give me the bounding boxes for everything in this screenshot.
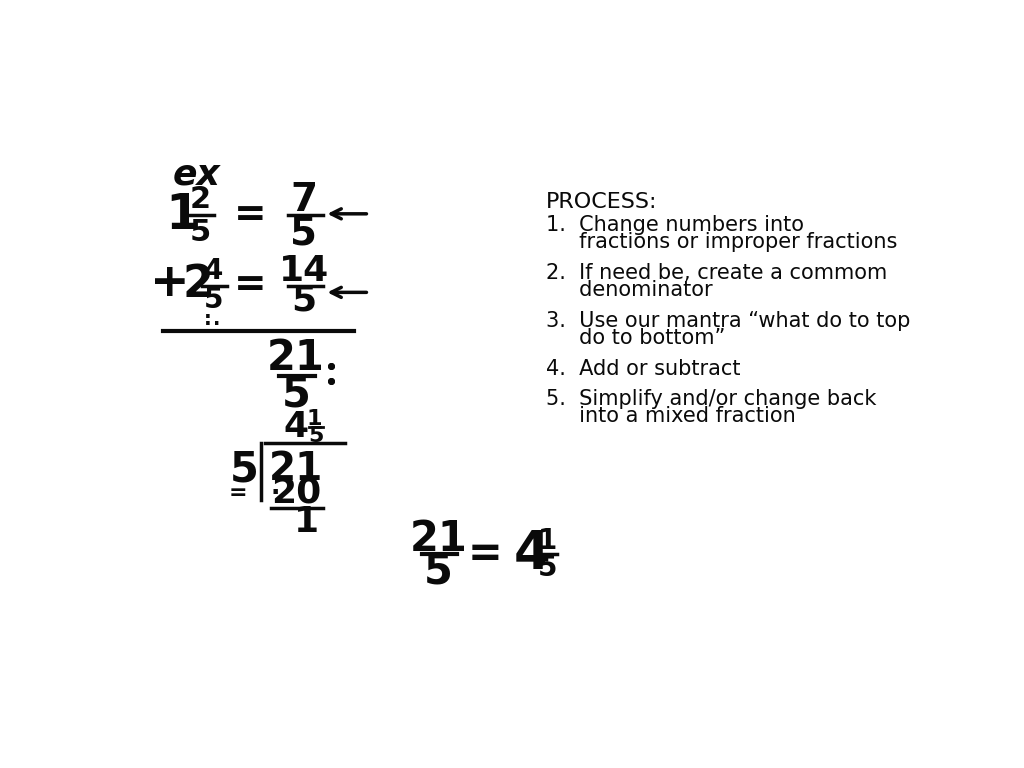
Text: 21: 21 bbox=[410, 518, 468, 560]
Text: 20: 20 bbox=[271, 475, 322, 509]
Text: 2.  If need be, create a commom: 2. If need be, create a commom bbox=[547, 263, 888, 283]
Text: 5: 5 bbox=[291, 283, 316, 317]
Text: ex: ex bbox=[173, 157, 220, 191]
Text: 14: 14 bbox=[279, 253, 329, 288]
Text: 21: 21 bbox=[269, 451, 324, 488]
Text: 2: 2 bbox=[189, 185, 210, 214]
Text: =: = bbox=[233, 197, 266, 234]
Text: 5: 5 bbox=[189, 218, 211, 247]
Text: 5: 5 bbox=[539, 554, 558, 582]
Text: 4: 4 bbox=[204, 257, 223, 285]
Text: 1.  Change numbers into: 1. Change numbers into bbox=[547, 215, 805, 235]
Text: 5: 5 bbox=[230, 449, 259, 491]
Text: =: = bbox=[229, 482, 248, 502]
Text: 1: 1 bbox=[294, 505, 318, 539]
Text: PROCESS:: PROCESS: bbox=[547, 192, 657, 212]
Text: .: . bbox=[213, 310, 220, 329]
Text: 21: 21 bbox=[267, 337, 325, 379]
Text: 3.  Use our mantra “what do to top: 3. Use our mantra “what do to top bbox=[547, 311, 910, 331]
Text: fractions or improper fractions: fractions or improper fractions bbox=[547, 232, 898, 253]
Text: =: = bbox=[233, 266, 266, 303]
Text: 7: 7 bbox=[290, 181, 317, 219]
Text: 5.  Simplify and/or change back: 5. Simplify and/or change back bbox=[547, 389, 877, 409]
Text: do to bottom”: do to bottom” bbox=[547, 328, 726, 348]
Text: 5: 5 bbox=[204, 286, 223, 314]
Text: 1: 1 bbox=[539, 527, 557, 555]
Text: 4.  Add or subtract: 4. Add or subtract bbox=[547, 359, 740, 379]
Text: ·: · bbox=[270, 481, 281, 505]
Text: =: = bbox=[467, 533, 502, 575]
Text: 5: 5 bbox=[282, 374, 310, 415]
Text: 5: 5 bbox=[424, 550, 453, 592]
Text: 4: 4 bbox=[284, 410, 308, 444]
Text: :: : bbox=[204, 310, 211, 329]
Text: 5: 5 bbox=[291, 214, 317, 252]
Text: 2: 2 bbox=[183, 263, 214, 306]
Text: into a mixed fraction: into a mixed fraction bbox=[547, 406, 796, 426]
Text: +: + bbox=[150, 260, 189, 306]
Text: 1: 1 bbox=[165, 191, 200, 240]
Text: 1: 1 bbox=[306, 409, 322, 429]
Text: 5: 5 bbox=[308, 426, 324, 446]
Text: 4: 4 bbox=[514, 528, 551, 580]
Text: denominator: denominator bbox=[547, 280, 713, 300]
